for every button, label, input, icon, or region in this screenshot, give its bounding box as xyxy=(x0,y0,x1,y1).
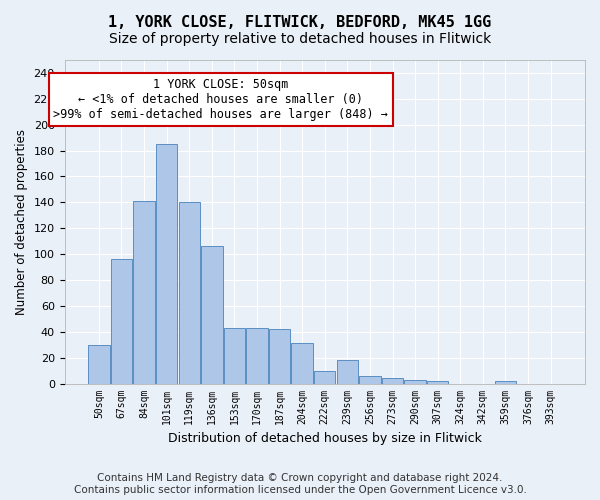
Bar xyxy=(427,381,448,384)
Bar xyxy=(156,144,178,384)
Bar xyxy=(337,360,358,384)
Bar xyxy=(88,344,110,384)
X-axis label: Distribution of detached houses by size in Flitwick: Distribution of detached houses by size … xyxy=(168,432,482,445)
Bar xyxy=(359,376,380,384)
Text: Contains HM Land Registry data © Crown copyright and database right 2024.
Contai: Contains HM Land Registry data © Crown c… xyxy=(74,474,526,495)
Bar xyxy=(404,380,426,384)
Bar xyxy=(495,381,516,384)
Bar xyxy=(292,344,313,384)
Bar xyxy=(382,378,403,384)
Y-axis label: Number of detached properties: Number of detached properties xyxy=(15,129,28,315)
Bar xyxy=(179,202,200,384)
Text: 1 YORK CLOSE: 50sqm
← <1% of detached houses are smaller (0)
>99% of semi-detach: 1 YORK CLOSE: 50sqm ← <1% of detached ho… xyxy=(53,78,388,121)
Text: 1, YORK CLOSE, FLITWICK, BEDFORD, MK45 1GG: 1, YORK CLOSE, FLITWICK, BEDFORD, MK45 1… xyxy=(109,15,491,30)
Bar xyxy=(201,246,223,384)
Bar xyxy=(314,370,335,384)
Bar xyxy=(269,329,290,384)
Bar xyxy=(133,201,155,384)
Bar xyxy=(224,328,245,384)
Bar xyxy=(246,328,268,384)
Bar xyxy=(111,260,132,384)
Text: Size of property relative to detached houses in Flitwick: Size of property relative to detached ho… xyxy=(109,32,491,46)
